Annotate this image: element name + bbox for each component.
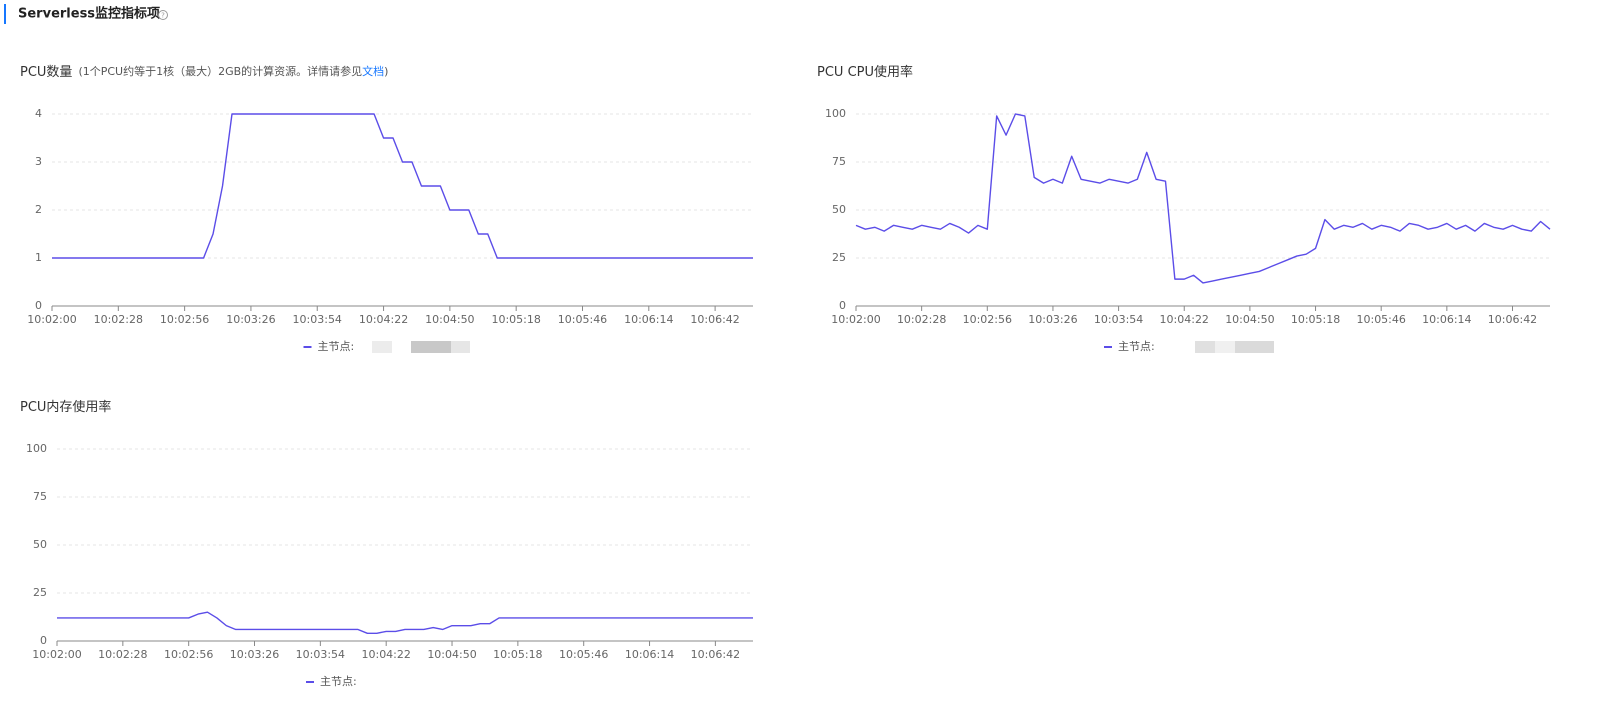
series-line [52,113,753,259]
x-tick-label: 10:02:00 [32,648,81,661]
title-note: (1个PCU约等于1核（最大）2GB的计算资源。详情请参见 [78,64,362,78]
x-tick-label: 10:04:50 [1225,313,1274,326]
x-tick-label: 10:02:28 [98,648,147,661]
help-icon[interactable]: ? [158,10,168,20]
redacted-blocks [372,341,1274,353]
x-tick-label: 10:02:00 [27,313,76,326]
x-tick-label: 10:06:14 [624,313,673,326]
y-tick-label: 50 [33,538,47,551]
y-tick-label: 25 [33,586,47,599]
x-tick-label: 10:04:22 [359,313,408,326]
y-tick-label: 0 [839,299,846,312]
y-tick-label: 0 [40,634,47,647]
x-tick-label: 10:05:46 [558,313,607,326]
x-tick-label: 10:04:22 [361,648,410,661]
x-tick-label: 10:02:56 [963,313,1012,326]
y-tick-label: 1 [35,251,42,264]
title-text: PCU CPU使用率 [817,64,913,80]
y-tick-label: 75 [33,490,47,503]
svg-text:?: ? [161,12,165,20]
x-tick-label: 10:03:54 [1094,313,1143,326]
x-tick-label: 10:02:56 [164,648,213,661]
header-bar [4,4,6,24]
x-tick-label: 10:03:26 [226,313,275,326]
x-tick-label: 10:05:18 [1291,313,1340,326]
title-text: PCU内存使用率 [20,399,111,415]
x-tick-label: 10:02:00 [831,313,880,326]
x-tick-label: 10:02:28 [94,313,143,326]
header-title: Serverless监控指标项 [18,6,160,22]
x-tick-label: 10:06:42 [690,313,739,326]
x-tick-label: 10:03:26 [230,648,279,661]
x-tick-label: 10:06:42 [691,648,740,661]
legend-label: 主节点: [320,675,357,688]
y-tick-label: 25 [832,251,846,264]
series-line [57,611,753,635]
legend-label: 主节点: [318,340,355,353]
y-tick-label: 4 [35,107,42,120]
y-tick-label: 100 [825,107,846,120]
x-tick-label: 10:03:54 [293,313,342,326]
series-line [855,113,1551,284]
x-tick-label: 10:04:50 [425,313,474,326]
x-tick-label: 10:03:26 [1028,313,1077,326]
x-tick-label: 10:02:56 [160,313,209,326]
legend-label: 主节点: [1118,340,1155,353]
title-note-end: ) [384,65,388,78]
x-tick-label: 10:05:18 [493,648,542,661]
y-tick-label: 75 [832,155,846,168]
x-tick-label: 10:06:14 [1422,313,1471,326]
doc-link[interactable]: 文档 [362,64,384,78]
chart-title: PCU数量 (1个PCU约等于1核（最大）2GB的计算资源。详情请参见文档) [20,64,388,80]
y-tick-label: 3 [35,155,42,168]
y-tick-label: 50 [832,203,846,216]
y-tick-label: 100 [26,442,47,455]
x-tick-label: 10:02:28 [897,313,946,326]
x-tick-label: 10:05:46 [559,648,608,661]
x-tick-label: 10:05:46 [1356,313,1405,326]
x-tick-label: 10:03:54 [296,648,345,661]
x-tick-label: 10:05:18 [491,313,540,326]
x-tick-label: 10:04:22 [1160,313,1209,326]
x-tick-label: 10:06:42 [1488,313,1537,326]
chart-title: PCU内存使用率 [20,399,111,415]
x-tick-label: 10:04:50 [427,648,476,661]
chart-title: PCU CPU使用率 [817,64,913,80]
title-text: PCU数量 [20,65,72,80]
x-tick-label: 10:06:14 [625,648,674,661]
y-tick-label: 2 [35,203,42,216]
y-tick-label: 0 [35,299,42,312]
